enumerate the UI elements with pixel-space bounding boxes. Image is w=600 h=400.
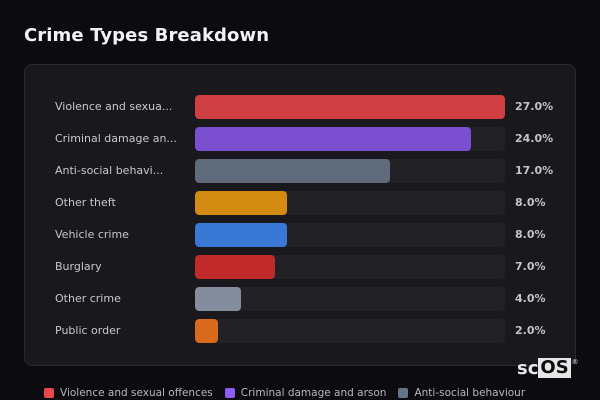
legend-item[interactable]: Criminal damage and arson (224, 387, 387, 399)
bar-label: Public order (55, 324, 121, 337)
bar-fill[interactable] (195, 191, 287, 215)
bar-value: 17.0% (515, 164, 554, 177)
legend-label: Criminal damage and arson (240, 387, 387, 399)
bar-label: Burglary (55, 260, 102, 273)
bar-value: 8.0% (515, 196, 546, 209)
bar-track (195, 223, 505, 247)
legend-item[interactable]: Anti-social behaviour (398, 387, 525, 399)
bar-track (195, 95, 505, 119)
bar-track (195, 319, 505, 343)
legend-item[interactable]: Violence and sexual offences (44, 387, 213, 399)
bar-value: 2.0% (515, 324, 546, 337)
bar-label: Criminal damage an... (55, 132, 177, 145)
bar-fill[interactable] (195, 255, 275, 279)
bar-fill[interactable] (195, 159, 390, 183)
bar-row: Other crime 4.0% (25, 287, 575, 311)
chart-card: Violence and sexua... 27.0% Criminal damag… (24, 64, 576, 366)
bar-label: Violence and sexua... (55, 100, 173, 113)
bar-value: 4.0% (515, 292, 546, 305)
bar-track (195, 191, 505, 215)
bar-row: Burglary 7.0% (25, 255, 575, 279)
logo-prefix: sc (517, 358, 539, 379)
bar-row: Violence and sexua... 27.0% (25, 95, 575, 119)
bar-row: Anti-social behavi... 17.0% (25, 159, 575, 183)
legend-swatch-icon (398, 388, 409, 398)
bar-track (195, 159, 505, 183)
bar-track (195, 127, 505, 151)
bar-row: Public order 2.0% (25, 319, 575, 343)
bar-value: 8.0% (515, 228, 546, 241)
bar-label: Anti-social behavi... (55, 164, 164, 177)
bar-value: 27.0% (515, 100, 554, 113)
bar-row: Other theft 8.0% (25, 191, 575, 215)
bar-label: Vehicle crime (55, 228, 129, 241)
bar-row: Vehicle crime 8.0% (25, 223, 575, 247)
chart-title: Crime Types Breakdown (24, 25, 270, 46)
legend-label: Violence and sexual offences (60, 387, 213, 399)
bar-label: Other theft (55, 196, 116, 209)
bar-row: Criminal damage an... 24.0% (25, 127, 575, 151)
legend-swatch-icon (224, 388, 235, 398)
logo-box: OS (538, 357, 571, 378)
bar-fill[interactable] (195, 287, 241, 311)
bar-track (195, 255, 505, 279)
bar-track (195, 287, 505, 311)
bar-fill[interactable] (195, 127, 471, 151)
brand-logo: sc OS ® (517, 357, 579, 380)
bar-fill[interactable] (195, 95, 505, 119)
bar-value: 24.0% (515, 132, 554, 145)
legend-swatch-icon (44, 388, 54, 398)
bar-fill[interactable] (195, 223, 287, 247)
registered-mark: ® (571, 358, 579, 366)
chart-legend: Violence and sexual offences Criminal dam… (44, 386, 525, 400)
bar-label: Other crime (55, 292, 121, 305)
bar-fill[interactable] (195, 319, 218, 343)
legend-label: Anti-social behaviour (414, 387, 526, 399)
bar-value: 7.0% (515, 260, 546, 273)
